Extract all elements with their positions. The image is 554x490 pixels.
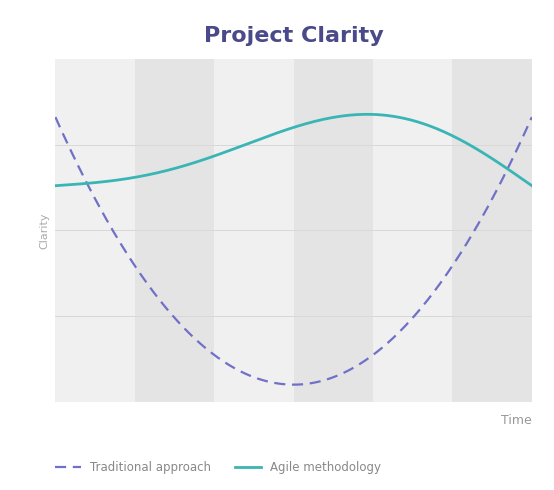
Bar (135, 59, 214, 402)
Bar (55, 59, 135, 402)
Bar (294, 59, 373, 402)
Text: Time: Time (501, 414, 532, 427)
Bar (373, 59, 453, 402)
Bar (453, 59, 532, 402)
Legend: Traditional approach, Agile methodology: Traditional approach, Agile methodology (50, 457, 386, 479)
Bar (214, 59, 294, 402)
Title: Project Clarity: Project Clarity (204, 26, 383, 46)
Y-axis label: Clarity: Clarity (40, 212, 50, 248)
